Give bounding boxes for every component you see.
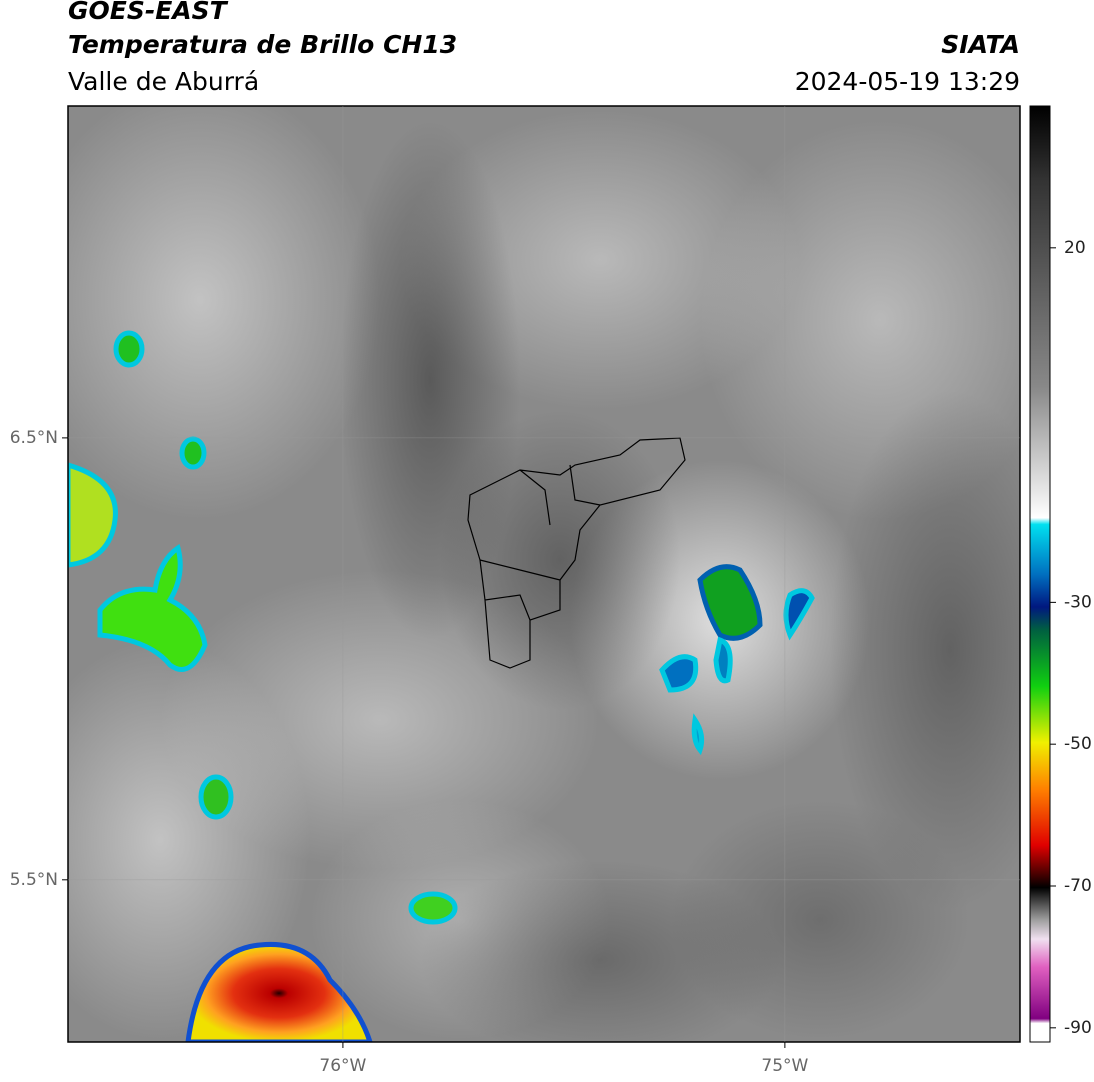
lat-label: 5.5°N	[10, 870, 58, 890]
colorbar-label: -50	[1064, 734, 1092, 754]
datetime: 2024-05-19 13:29	[795, 67, 1020, 96]
colorbar-label: -70	[1064, 876, 1092, 896]
lon-label: 76°W	[319, 1056, 366, 1076]
map-frame	[67, 105, 1021, 1043]
colorbar-label: -30	[1064, 592, 1092, 612]
colorbar	[1029, 105, 1051, 1043]
region: Valle de Aburrá	[68, 67, 259, 96]
colorbar-label: -90	[1064, 1018, 1092, 1038]
lon-label: 75°W	[761, 1056, 808, 1076]
colorbar-label: 20	[1064, 238, 1086, 258]
subtitle: Temperatura de Brillo CH13	[68, 30, 457, 59]
satellite-image	[68, 106, 1020, 1042]
agency: SIATA	[941, 30, 1020, 59]
title: GOES-EAST	[68, 0, 229, 25]
lat-label: 6.5°N	[10, 428, 58, 448]
